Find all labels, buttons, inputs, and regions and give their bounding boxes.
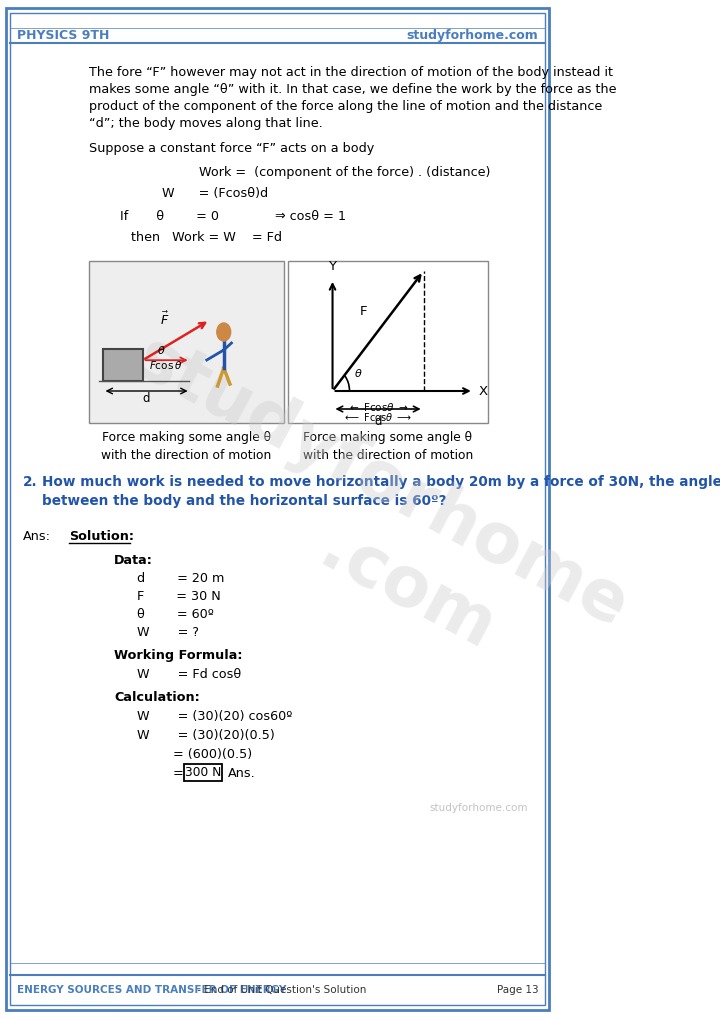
Text: F        = 30 N: F = 30 N <box>138 590 221 603</box>
Text: $\theta$: $\theta$ <box>157 344 165 356</box>
Text: PHYSICS 9TH: PHYSICS 9TH <box>17 29 109 42</box>
Text: then   Work = W    = Fd: then Work = W = Fd <box>131 231 282 244</box>
Text: d: d <box>374 415 382 428</box>
Text: makes some angle “θ” with it. In that case, we define the work by the force as t: makes some angle “θ” with it. In that ca… <box>89 83 616 96</box>
Text: “d”; the body moves along that line.: “d”; the body moves along that line. <box>89 117 323 130</box>
Text: studyforhome.com: studyforhome.com <box>407 29 539 42</box>
Text: studyforhome.com: studyforhome.com <box>429 803 528 813</box>
Circle shape <box>217 323 230 341</box>
Text: studyforhome
      .com: studyforhome .com <box>86 325 639 711</box>
Text: Solution:: Solution: <box>69 530 135 543</box>
Text: 300 N: 300 N <box>185 766 221 779</box>
Text: W       = Fd cosθ: W = Fd cosθ <box>138 668 242 681</box>
Text: The fore “F” however may not act in the direction of motion of the body instead : The fore “F” however may not act in the … <box>89 66 613 79</box>
Text: d: d <box>143 392 150 405</box>
Text: $\leftarrow$ Fcos$\theta$ $\rightarrow$: $\leftarrow$ Fcos$\theta$ $\rightarrow$ <box>347 401 409 413</box>
Text: How much work is needed to move horizontally a body 20m by a force of 30N, the a: How much work is needed to move horizont… <box>42 475 720 489</box>
Bar <box>103 349 143 381</box>
Text: Y: Y <box>328 260 336 273</box>
Text: F: F <box>359 304 367 318</box>
Text: Ans:: Ans: <box>23 530 51 543</box>
Text: Ans.: Ans. <box>228 767 256 780</box>
Text: X: X <box>478 385 487 397</box>
Text: W       = (30)(20)(0.5): W = (30)(20)(0.5) <box>138 729 275 742</box>
Text: - End of Unit Question's Solution: - End of Unit Question's Solution <box>194 985 366 995</box>
Text: W       = (30)(20) cos60º: W = (30)(20) cos60º <box>138 710 293 723</box>
Text: $\theta$: $\theta$ <box>354 367 363 379</box>
Text: Working Formula:: Working Formula: <box>114 649 243 662</box>
Text: $F\cos\theta$: $F\cos\theta$ <box>149 359 182 372</box>
Text: d        = 20 m: d = 20 m <box>138 572 225 585</box>
Text: Force making some angle θ
with the direction of motion: Force making some angle θ with the direc… <box>102 431 271 462</box>
Text: W       = ?: W = ? <box>138 626 199 639</box>
Text: θ        = 60º: θ = 60º <box>138 608 215 621</box>
Text: Page 13: Page 13 <box>497 985 539 995</box>
Text: = (600)(0.5): = (600)(0.5) <box>138 748 253 761</box>
Text: Data:: Data: <box>114 554 153 567</box>
Bar <box>288 261 487 423</box>
Text: product of the component of the force along the line of motion and the distance: product of the component of the force al… <box>89 100 602 113</box>
Text: $\vec{F}$: $\vec{F}$ <box>160 310 169 328</box>
Text: $\longleftarrow$ Fcos$\theta$ $\longrightarrow$: $\longleftarrow$ Fcos$\theta$ $\longrigh… <box>343 411 413 423</box>
Bar <box>184 764 222 781</box>
Text: between the body and the horizontal surface is 60º?: between the body and the horizontal surf… <box>42 494 447 508</box>
Text: W      = (Fcosθ)d: W = (Fcosθ)d <box>162 187 268 200</box>
Text: Suppose a constant force “F” acts on a body: Suppose a constant force “F” acts on a b… <box>89 142 374 155</box>
Text: If       θ        = 0              ⇒ cosθ = 1: If θ = 0 ⇒ cosθ = 1 <box>120 210 346 223</box>
Text: Force making some angle θ
with the direction of motion: Force making some angle θ with the direc… <box>302 431 473 462</box>
Text: 2.: 2. <box>23 475 37 489</box>
Text: =: = <box>138 767 184 780</box>
Bar <box>89 261 284 423</box>
Text: Calculation:: Calculation: <box>114 691 200 704</box>
Text: Work =  (component of the force) . (distance): Work = (component of the force) . (dista… <box>199 166 490 179</box>
Text: ENERGY SOURCES AND TRANSFER OF ENERGY: ENERGY SOURCES AND TRANSFER OF ENERGY <box>17 985 287 995</box>
